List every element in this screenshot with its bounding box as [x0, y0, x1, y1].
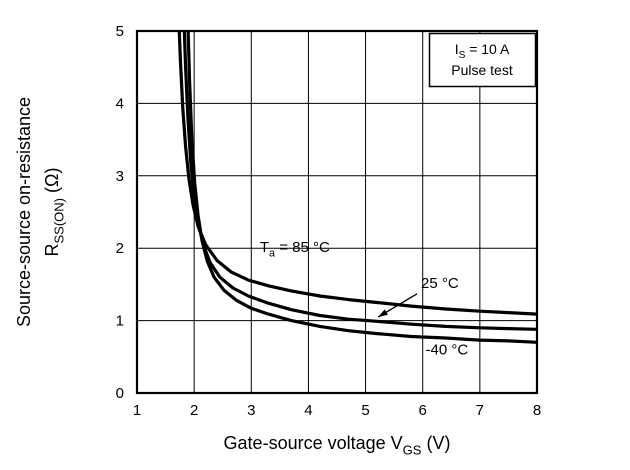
curves	[177, 31, 537, 344]
curve-0	[177, 31, 537, 316]
svg-text:0: 0	[116, 385, 124, 402]
curve-label-2: -40 °C	[426, 342, 469, 359]
conditions-box	[428, 32, 537, 88]
curve-2	[186, 31, 537, 344]
svg-text:7: 7	[476, 402, 484, 419]
svg-text:4: 4	[304, 402, 312, 419]
plot-border	[135, 29, 539, 395]
svg-text:5: 5	[361, 402, 369, 419]
svg-text:5: 5	[116, 23, 124, 40]
svg-text:3: 3	[116, 168, 124, 185]
conditions-line2: Pulse test	[451, 62, 513, 78]
svg-text:6: 6	[419, 402, 427, 419]
y-axis-title-line2: RSS(ON) (Ω)	[42, 168, 66, 257]
svg-text:3: 3	[247, 402, 255, 419]
y-axis-title-line1: Source-source on-resistance	[14, 97, 34, 327]
svg-text:8: 8	[533, 402, 541, 419]
curve-label-0: Ta = 85 °C	[260, 239, 330, 260]
x-axis-title: Gate-source voltage VGS (V)	[224, 433, 451, 457]
svg-text:4: 4	[116, 95, 124, 112]
svg-text:2: 2	[190, 402, 198, 419]
arrow-to-25c-curve	[377, 293, 418, 318]
svg-text:2: 2	[116, 240, 124, 257]
conditions-line1: IS = 10 A	[455, 41, 510, 61]
svg-text:1: 1	[116, 313, 124, 330]
grid	[137, 31, 537, 393]
curve-label-1: 25 °C	[421, 275, 459, 292]
curve-1	[182, 31, 537, 331]
svg-text:1: 1	[133, 402, 141, 419]
